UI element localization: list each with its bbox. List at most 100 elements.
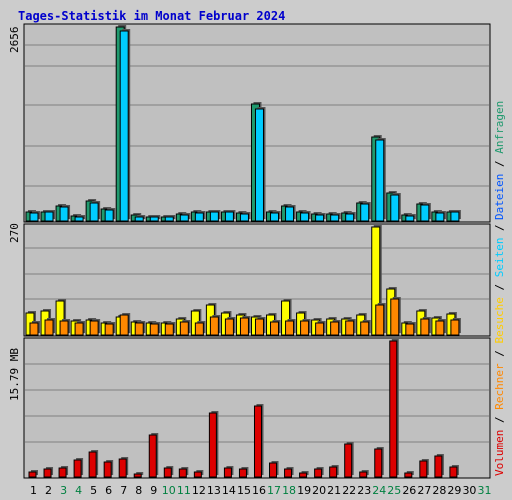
- bar-rechner-day-21: [330, 321, 340, 336]
- x-tick-day-19: 19: [297, 484, 311, 497]
- bar-dateien-day-7: [119, 30, 129, 222]
- bar-dateien-day-1: [29, 212, 39, 222]
- x-tick-day-5: 5: [90, 484, 97, 497]
- bar-dateien-day-11: [179, 214, 189, 222]
- bar-volumen-day-19: [299, 472, 308, 478]
- legend-bottom-entry-0: Volumen: [493, 430, 506, 476]
- bar-volumen-day-2: [43, 468, 52, 478]
- bar-rechner-day-24: [375, 304, 385, 336]
- bar-volumen-day-26: [404, 472, 413, 478]
- bar-dateien-day-9: [149, 216, 159, 222]
- bar-volumen-day-20: [314, 468, 323, 478]
- x-tick-day-18: 18: [282, 484, 296, 497]
- bar-rechner-day-2: [44, 319, 54, 336]
- bar-dateien-day-28: [435, 212, 445, 222]
- gridlines: [25, 44, 489, 443]
- bar-volumen-day-28: [434, 455, 443, 478]
- legend-bottom-entry-6: Seiten: [493, 238, 506, 284]
- legend-bottom-entry-3: /: [493, 350, 506, 363]
- x-tick-labels: 1 2 3 4 5 6 7 8 9 10 11 12 13 14 15 16 17 18 19 20 21 22 23 24 2…: [30, 484, 491, 497]
- bar-volumen-day-27: [419, 460, 428, 478]
- bar-volumen-day-24: [374, 448, 383, 478]
- bar-rechner-day-17: [270, 321, 280, 336]
- x-tick-day-12: 12: [192, 484, 206, 497]
- x-tick-day-6: 6: [105, 484, 112, 497]
- bar-rechner-day-11: [179, 321, 189, 336]
- x-tick-day-7: 7: [120, 484, 127, 497]
- x-tick-day-15: 15: [237, 484, 251, 497]
- x-tick-day-14: 14: [222, 484, 236, 497]
- legend-top: Dateien / Anfragen: [493, 101, 506, 220]
- bar-dateien-day-10: [164, 216, 174, 222]
- bar-dateien-day-29: [450, 211, 460, 222]
- legend-bottom-entry-5: /: [493, 284, 506, 297]
- bar-volumen-day-4: [73, 459, 82, 478]
- bar-dateien-day-6: [104, 209, 114, 222]
- x-tick-day-8: 8: [135, 484, 142, 497]
- bar-volumen-day-1: [28, 471, 37, 478]
- bar-dateien-day-24: [375, 139, 385, 222]
- x-tick-day-29: 29: [447, 484, 461, 497]
- legend-bottom-entry-4: Besuche: [493, 297, 506, 350]
- bar-rechner-day-3: [59, 320, 69, 336]
- bar-rechner-day-1: [29, 322, 39, 336]
- x-tick-day-22: 22: [342, 484, 356, 497]
- bar-volumen-day-11: [178, 468, 187, 478]
- legend-bottom: Volumen / Rechner / Besuche / Seiten /: [493, 224, 506, 476]
- x-tick-day-30: 30: [462, 484, 476, 497]
- bar-dateien-day-8: [134, 216, 144, 222]
- bar-rechner-day-6: [104, 323, 114, 336]
- x-tick-day-1: 1: [30, 484, 37, 497]
- x-tick-day-11: 11: [177, 484, 191, 497]
- bar-dateien-day-15: [239, 213, 249, 222]
- bar-rechner-day-27: [420, 318, 430, 336]
- bar-rechner-day-10: [164, 323, 174, 336]
- bar-dateien-day-14: [224, 211, 234, 222]
- x-tick-day-20: 20: [312, 484, 326, 497]
- bar-volumen-day-6: [103, 461, 112, 478]
- bar-rechner-day-9: [149, 323, 159, 336]
- x-tick-day-10: 10: [162, 484, 176, 497]
- legend-bottom-entry-1: /: [493, 416, 506, 429]
- bar-dateien-day-19: [300, 212, 310, 222]
- bar-dateien-day-20: [315, 214, 325, 222]
- bar-volumen-day-14: [223, 467, 232, 478]
- bar-dateien-day-26: [405, 215, 415, 222]
- x-tick-day-28: 28: [432, 484, 446, 497]
- legend-top-entry-0: Dateien: [493, 174, 506, 220]
- x-tick-day-31: 31: [477, 484, 491, 497]
- bar-rechner-day-8: [134, 322, 144, 336]
- bar-rechner-day-19: [300, 320, 310, 336]
- bar-rechner-day-12: [194, 322, 204, 336]
- bar-volumen-day-17: [269, 462, 278, 478]
- x-tick-day-16: 16: [252, 484, 266, 497]
- chart-title: Tages-Statistik im Monat Februar 2024: [18, 9, 285, 23]
- middle-max-label: 270: [8, 223, 21, 243]
- bar-dateien-day-25: [390, 194, 400, 222]
- bar-volumen-day-18: [284, 468, 293, 478]
- bar-volumen-day-9: [148, 434, 157, 478]
- bar-volumen-day-29: [449, 466, 458, 478]
- bar-dateien-day-2: [44, 211, 54, 222]
- bars-group: [25, 25, 461, 478]
- bar-volumen-day-5: [88, 451, 97, 478]
- bar-rechner-day-15: [239, 317, 249, 336]
- legend-top-entry-1: /: [493, 160, 506, 173]
- bar-volumen-day-15: [238, 468, 247, 478]
- bar-volumen-day-25: [389, 340, 398, 478]
- bar-volumen-day-10: [163, 467, 172, 478]
- bar-volumen-day-12: [193, 471, 202, 478]
- bar-dateien-day-21: [330, 214, 340, 222]
- bar-dateien-day-16: [254, 108, 264, 222]
- bar-dateien-day-5: [89, 202, 99, 222]
- bar-volumen-day-16: [253, 405, 262, 478]
- bar-dateien-day-12: [194, 212, 204, 222]
- bar-dateien-day-22: [345, 213, 355, 222]
- bar-rechner-day-26: [405, 323, 415, 336]
- x-tick-day-2: 2: [45, 484, 52, 497]
- x-tick-day-9: 9: [150, 484, 157, 497]
- bar-rechner-day-28: [435, 320, 445, 336]
- x-tick-day-21: 21: [327, 484, 341, 497]
- top-max-label: 2656: [8, 27, 21, 54]
